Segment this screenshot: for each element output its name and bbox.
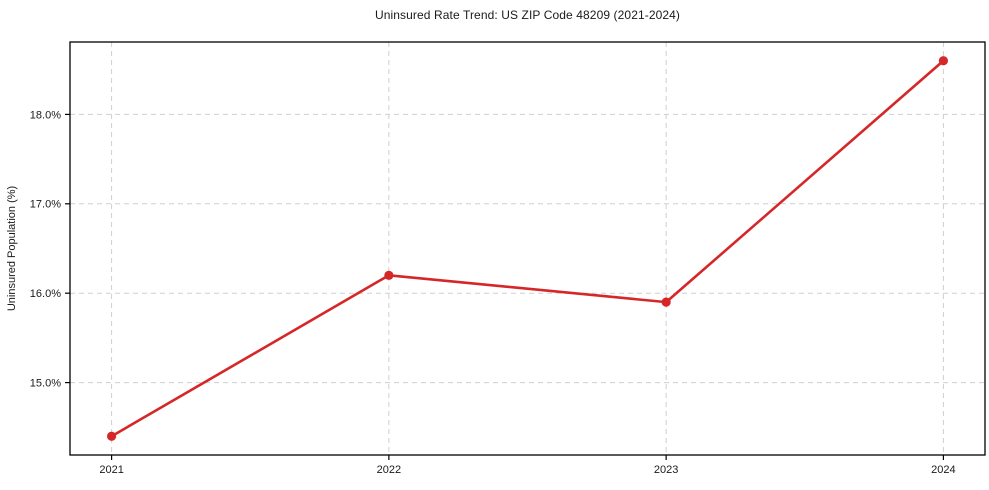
x-tick-label: 2022 xyxy=(377,464,401,476)
x-tick-label: 2021 xyxy=(99,464,123,476)
plot-border xyxy=(69,41,986,456)
data-point xyxy=(938,56,949,66)
data-point xyxy=(661,297,671,307)
y-tick-label: 17.0% xyxy=(30,199,61,211)
y-tick-label: 15.0% xyxy=(30,377,61,389)
data-point xyxy=(106,431,117,441)
y-tick-label: 18.0% xyxy=(30,109,61,121)
data-point xyxy=(384,270,394,280)
plot-area xyxy=(70,42,985,455)
trend-line xyxy=(110,59,945,438)
x-tick-label: 2024 xyxy=(931,464,955,476)
x-tick-label: 2023 xyxy=(654,464,678,476)
y-tick-label: 16.0% xyxy=(30,288,61,300)
chart-title: Uninsured Rate Trend: US ZIP Code 48209 … xyxy=(374,8,681,22)
y-axis-label: Uninsured Population (%) xyxy=(6,186,18,311)
